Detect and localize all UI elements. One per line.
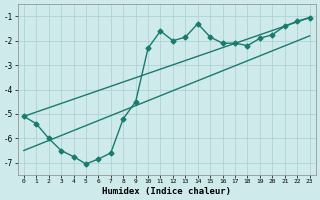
X-axis label: Humidex (Indice chaleur): Humidex (Indice chaleur) <box>102 187 231 196</box>
